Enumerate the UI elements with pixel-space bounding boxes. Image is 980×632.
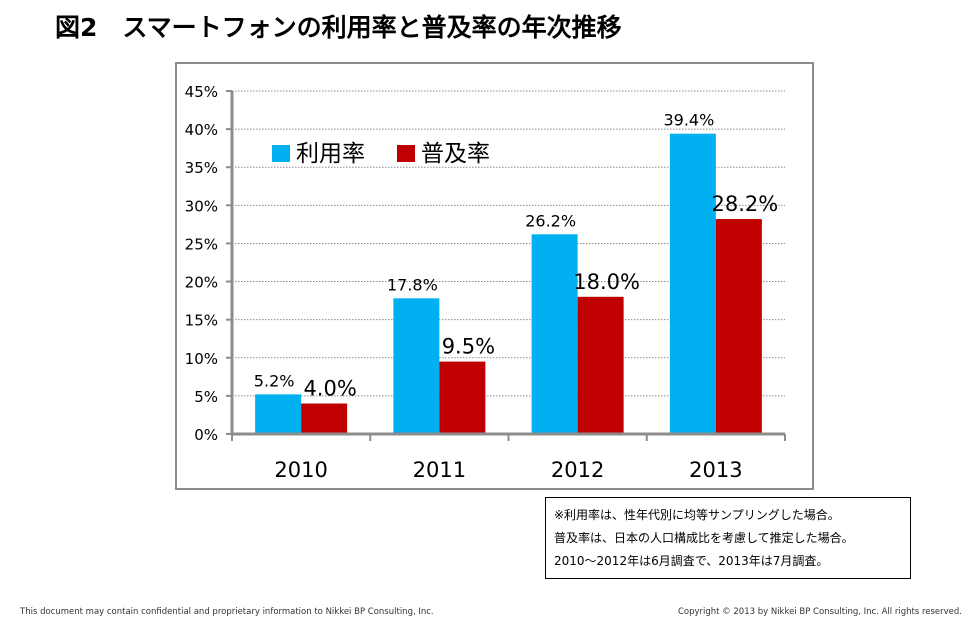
- note-box: ※利用率は、性年代別に均等サンプリングした場合。 普及率は、日本の人口構成比を考…: [545, 497, 911, 579]
- data-label: 4.0%: [303, 377, 356, 401]
- bar-penetration: [715, 219, 762, 434]
- y-tick-label: 30%: [185, 197, 218, 215]
- data-label: 9.5%: [442, 335, 495, 359]
- figure-title: 図2 スマートフォンの利用率と普及率の年次推移: [55, 13, 622, 42]
- y-tick-label: 20%: [185, 274, 218, 292]
- data-label: 5.2%: [254, 371, 295, 390]
- note-line: 普及率は、日本の人口構成比を考慮して推定した場合。: [554, 531, 854, 545]
- bar-usage: [393, 298, 440, 434]
- data-label: 39.4%: [663, 111, 714, 130]
- note-line: 2010～2012年は6月調査で、2013年は7月調査。: [554, 554, 829, 568]
- y-tick-label: 10%: [185, 350, 218, 368]
- chart-frame: 0% 5% 10% 15% 20% 25% 30% 35% 40% 45% 5.2% 4.0% 2010…: [175, 62, 814, 490]
- legend-label: 利用率: [296, 141, 365, 167]
- x-tick-label: 2012: [551, 458, 604, 482]
- y-tick-label: 35%: [185, 159, 218, 177]
- y-tick-label: 15%: [185, 312, 218, 330]
- copyright-notice: Copyright © 2013 by Nikkei BP Consulting…: [677, 607, 962, 617]
- y-tick-label: 40%: [185, 121, 218, 139]
- data-label: 17.8%: [387, 275, 438, 294]
- bar-usage: [255, 394, 302, 434]
- y-tick-label: 45%: [185, 83, 218, 101]
- x-tick-label: 2013: [689, 458, 742, 482]
- y-tick-label: 0%: [194, 426, 218, 444]
- bar-usage: [669, 133, 716, 434]
- note-line: ※利用率は、性年代別に均等サンプリングした場合。: [554, 508, 840, 522]
- y-tick-label: 5%: [194, 388, 218, 406]
- bar-chart: 0% 5% 10% 15% 20% 25% 30% 35% 40% 45% 5.2% 4.0% 2010…: [185, 83, 786, 482]
- data-label: 26.2%: [525, 211, 576, 230]
- x-tick-label: 2011: [413, 458, 466, 482]
- data-label: 28.2%: [712, 192, 779, 216]
- legend-swatch: [397, 145, 415, 162]
- bar-penetration: [439, 361, 486, 434]
- data-label: 18.0%: [573, 270, 640, 294]
- legend-swatch: [272, 145, 290, 162]
- y-tick-label: 25%: [185, 235, 218, 253]
- legend-label: 普及率: [421, 141, 490, 167]
- x-tick-label: 2010: [274, 458, 327, 482]
- bar-usage: [531, 234, 578, 434]
- confidentiality-notice: This document may contain confidential a…: [20, 607, 434, 617]
- bar-penetration: [301, 403, 348, 434]
- bar-penetration: [577, 296, 624, 434]
